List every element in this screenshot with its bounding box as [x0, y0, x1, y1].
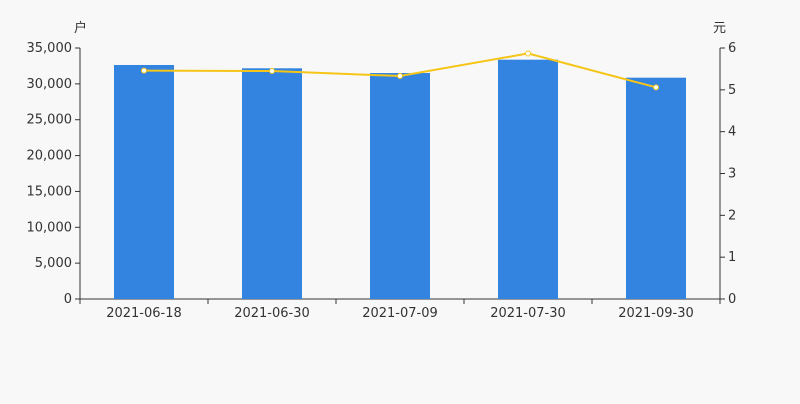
x-tick-label: 2021-06-18 [106, 306, 182, 321]
bar [370, 73, 430, 299]
left-tick-label: 5,000 [35, 256, 72, 271]
right-tick-label: 1 [728, 250, 736, 265]
left-axis-label: 户 [74, 20, 87, 36]
left-tick-label: 10,000 [27, 220, 73, 235]
line-point [653, 84, 659, 91]
right-tick-label: 2 [728, 208, 736, 223]
x-tick-label: 2021-09-30 [618, 306, 694, 321]
x-tick-label: 2021-07-09 [362, 306, 438, 321]
bar [626, 77, 686, 299]
left-tick-label: 25,000 [27, 113, 73, 128]
bar [242, 68, 302, 300]
right-tick-label: 6 [728, 41, 736, 56]
right-tick-label: 0 [728, 292, 736, 307]
line-point [397, 73, 403, 80]
line-point [525, 50, 531, 57]
left-tick-label: 30,000 [27, 77, 73, 92]
right-tick-label: 3 [728, 167, 736, 182]
x-tick-label: 2021-06-30 [234, 306, 310, 321]
left-tick-label: 20,000 [27, 149, 73, 164]
left-tick-label: 0 [64, 292, 72, 307]
x-tick-label: 2021-07-30 [490, 306, 566, 321]
left-tick-label: 15,000 [27, 184, 73, 199]
left-tick-label: 35,000 [27, 41, 73, 56]
right-axis-label: 元 [713, 21, 726, 36]
bar [114, 64, 174, 300]
line-point [141, 67, 147, 74]
line-point [269, 68, 275, 75]
bar [498, 59, 558, 300]
right-tick-label: 4 [728, 125, 736, 140]
right-tick-label: 5 [728, 83, 736, 98]
